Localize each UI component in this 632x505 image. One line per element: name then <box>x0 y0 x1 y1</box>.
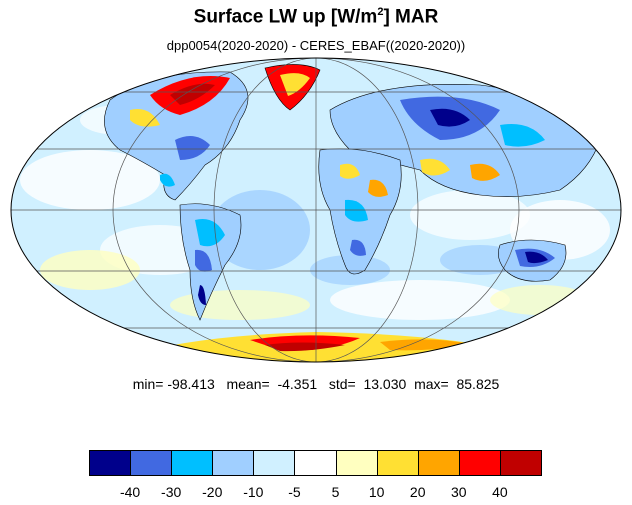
colorbar-tick-label: -30 <box>161 484 182 500</box>
graticule-meridians <box>112 58 520 362</box>
colorbar-box <box>89 450 132 476</box>
plot-title: Surface LW up [W/m2] MAR <box>193 6 439 28</box>
colorbar-tick-label: 40 <box>492 484 508 500</box>
colorbar-tick-label: -40 <box>119 484 141 500</box>
colorbar-tick-label: -5 <box>288 484 301 500</box>
colorbar-box <box>335 450 378 476</box>
colorbar-tick-label: -20 <box>202 484 223 500</box>
colorbar-box <box>376 450 419 476</box>
colorbar-box <box>417 450 460 476</box>
colorbar-tick-label: -10 <box>243 484 264 500</box>
stat-max: 85.825 <box>456 376 500 392</box>
colorbar-box <box>294 450 337 476</box>
stat-mean: -4.351 <box>277 376 318 392</box>
colorbar-box <box>171 450 214 476</box>
africa-region <box>318 148 402 275</box>
statistics-line: min= -98.413 mean= -4.351 std= 13.030 ma… <box>132 376 500 392</box>
colorbar-box <box>253 450 296 476</box>
colorbar-box <box>458 450 501 476</box>
world-map <box>10 57 622 363</box>
colorbar <box>89 450 542 476</box>
plot-subtitle: dpp0054(2020-2020) - CERES_EBAF((2020-20… <box>166 38 466 53</box>
eurasia-region <box>329 83 601 197</box>
colorbar-tick-label: 20 <box>409 484 426 500</box>
south-america-region <box>179 203 242 321</box>
colorbar-box <box>212 450 255 476</box>
colorbar-tick-label: 5 <box>331 484 340 500</box>
greenland-region <box>264 64 321 111</box>
stat-std: 13.030 <box>363 376 407 392</box>
colorbar-box <box>130 450 173 476</box>
globe-outline <box>10 57 622 363</box>
colorbar-tick-label: 30 <box>451 484 467 500</box>
colorbar-tick-label: 10 <box>368 484 385 500</box>
north-america-region <box>104 71 249 201</box>
colorbar-box <box>499 450 542 476</box>
stat-min: -98.413 <box>167 376 215 392</box>
